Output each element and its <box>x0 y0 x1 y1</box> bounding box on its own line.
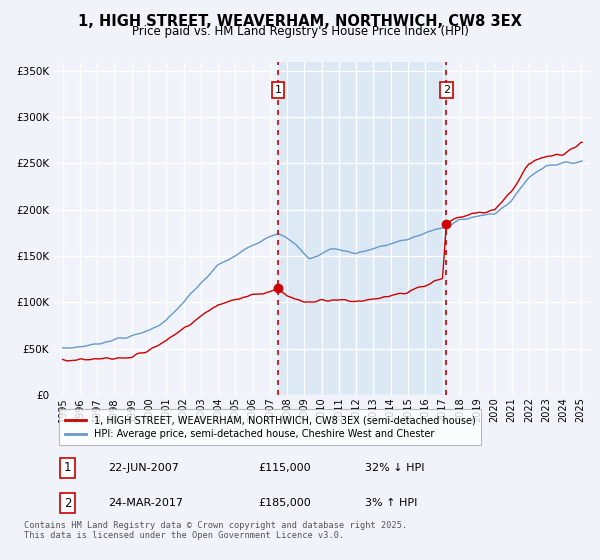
Text: 1: 1 <box>64 461 71 474</box>
Text: 1, HIGH STREET, WEAVERHAM, NORTHWICH, CW8 3EX: 1, HIGH STREET, WEAVERHAM, NORTHWICH, CW… <box>78 14 522 29</box>
Bar <box>278 62 446 395</box>
Text: 3% ↑ HPI: 3% ↑ HPI <box>365 498 418 508</box>
Text: £185,000: £185,000 <box>258 498 311 508</box>
Text: Price paid vs. HM Land Registry's House Price Index (HPI): Price paid vs. HM Land Registry's House … <box>131 25 469 38</box>
Text: 2: 2 <box>64 497 71 510</box>
Text: 22-JUN-2007: 22-JUN-2007 <box>108 463 179 473</box>
Text: Contains HM Land Registry data © Crown copyright and database right 2025.
This d: Contains HM Land Registry data © Crown c… <box>24 521 407 540</box>
Text: £115,000: £115,000 <box>258 463 311 473</box>
Text: 32% ↓ HPI: 32% ↓ HPI <box>365 463 425 473</box>
Legend: 1, HIGH STREET, WEAVERHAM, NORTHWICH, CW8 3EX (semi-detached house), HPI: Averag: 1, HIGH STREET, WEAVERHAM, NORTHWICH, CW… <box>59 409 481 445</box>
Text: 24-MAR-2017: 24-MAR-2017 <box>108 498 182 508</box>
Text: 2: 2 <box>443 85 450 95</box>
Text: 1: 1 <box>274 85 281 95</box>
